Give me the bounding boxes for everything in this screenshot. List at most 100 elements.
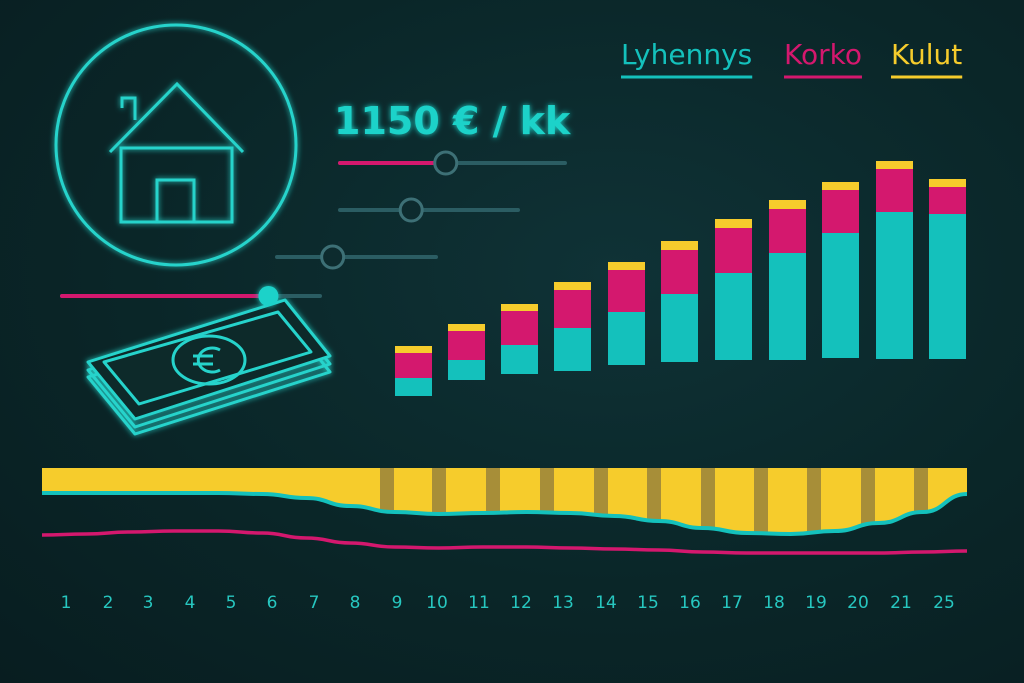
bar-stack [448, 324, 485, 380]
x-tick-label: 5 [226, 593, 237, 613]
area-stripe [486, 468, 500, 534]
bar-stack [554, 282, 591, 371]
x-tick-label: 16 [679, 593, 701, 613]
bar-kulut [822, 182, 859, 190]
bar-lyhennys [501, 345, 538, 374]
bar-korko [876, 169, 913, 212]
bar-kulut [554, 282, 591, 290]
x-tick-label: 14 [595, 593, 617, 613]
area-kulut [42, 468, 967, 534]
bar-stack [395, 346, 432, 396]
x-tick-label: 15 [637, 593, 659, 613]
slider-4[interactable] [60, 286, 322, 306]
bar-korko [929, 187, 966, 214]
x-tick-label: 6 [267, 593, 278, 613]
bar-stack [608, 262, 645, 365]
bar-korko [395, 353, 432, 378]
x-tick-label: 7 [309, 593, 320, 613]
area-stripe [701, 468, 715, 534]
slider-handle[interactable] [258, 286, 279, 306]
area-stripe [861, 468, 875, 534]
bar-stack [501, 304, 538, 374]
legend-item-korko: Korko [784, 38, 862, 71]
x-tick-label: 21 [890, 593, 912, 613]
bar-lyhennys [929, 214, 966, 359]
bar-korko [715, 228, 752, 273]
area-stripe [807, 468, 821, 534]
monthly-payment-amount: 1150 € / kk [334, 99, 571, 143]
area-stripe [647, 468, 661, 534]
x-tick-label: 8 [350, 593, 361, 613]
sliders[interactable] [60, 150, 567, 306]
bar-stack [769, 200, 806, 360]
x-tick-label: 9 [392, 593, 403, 613]
bar-lyhennys [822, 233, 859, 358]
bar-lyhennys [395, 378, 432, 396]
stacked-bar-chart [395, 161, 966, 396]
x-tick-label: 12 [510, 593, 532, 613]
bar-kulut [876, 161, 913, 169]
area-stripe [594, 468, 608, 534]
x-tick-label: 11 [468, 593, 490, 613]
x-tick-label: 25 [933, 593, 955, 613]
bar-stack [661, 241, 698, 362]
chart-legend: Lyhennys Korko Kulut [621, 38, 962, 79]
line-korko [41, 529, 968, 555]
bar-kulut [661, 241, 698, 250]
bar-kulut [395, 346, 432, 353]
x-tick-label: 19 [805, 593, 827, 613]
bar-kulut [608, 262, 645, 270]
slider-3[interactable] [275, 244, 438, 270]
slider-1[interactable] [338, 150, 567, 176]
euro-icon [171, 334, 247, 386]
area-stripe [754, 468, 768, 534]
bar-kulut [769, 200, 806, 209]
bar-korko [822, 190, 859, 233]
house-icon [54, 23, 298, 267]
x-tick-label: 20 [847, 593, 869, 613]
bar-lyhennys [715, 273, 752, 360]
x-tick-label: 3 [143, 593, 154, 613]
money-stack-icon [86, 298, 332, 436]
bar-korko [661, 250, 698, 294]
bar-lyhennys [554, 328, 591, 371]
bar-korko [554, 290, 591, 328]
slider-handle[interactable] [320, 244, 346, 270]
bar-kulut [929, 179, 966, 187]
bar-lyhennys [769, 253, 806, 360]
bar-lyhennys [608, 312, 645, 365]
bar-stack [929, 179, 966, 359]
bar-kulut [448, 324, 485, 331]
x-tick-label: 13 [552, 593, 574, 613]
bar-lyhennys [448, 360, 485, 380]
x-tick-label: 10 [426, 593, 448, 613]
bar-korko [769, 209, 806, 253]
bar-lyhennys [876, 212, 913, 359]
slider-handle[interactable] [398, 197, 424, 223]
bar-korko [608, 270, 645, 312]
x-tick-label: 18 [763, 593, 785, 613]
area-stripe [540, 468, 554, 534]
slider-handle[interactable] [433, 150, 459, 176]
legend-item-kulut: Kulut [891, 38, 962, 71]
area-line-chart [41, 468, 968, 555]
x-tick-label: 4 [185, 593, 196, 613]
bar-korko [501, 311, 538, 345]
x-tick-label: 2 [103, 593, 114, 613]
x-tick-label: 1 [61, 593, 72, 613]
bar-lyhennys [661, 294, 698, 362]
area-stripe [914, 468, 928, 534]
bar-stack [822, 182, 859, 358]
area-stripe [380, 468, 394, 534]
bar-stack [715, 219, 752, 360]
legend-item-lyhennys: Lyhennys [621, 38, 752, 71]
slider-2[interactable] [338, 197, 520, 223]
x-axis-labels: 1 2 3 4 5 6 7 8 9 10 11 12 13 14 15 16 17 18 19 20 21 25 [61, 593, 955, 613]
line-lyhennys-boundary [41, 491, 968, 537]
bar-stack [876, 161, 913, 359]
area-stripe [432, 468, 446, 534]
bar-kulut [715, 219, 752, 228]
bar-kulut [501, 304, 538, 311]
bar-korko [448, 331, 485, 360]
